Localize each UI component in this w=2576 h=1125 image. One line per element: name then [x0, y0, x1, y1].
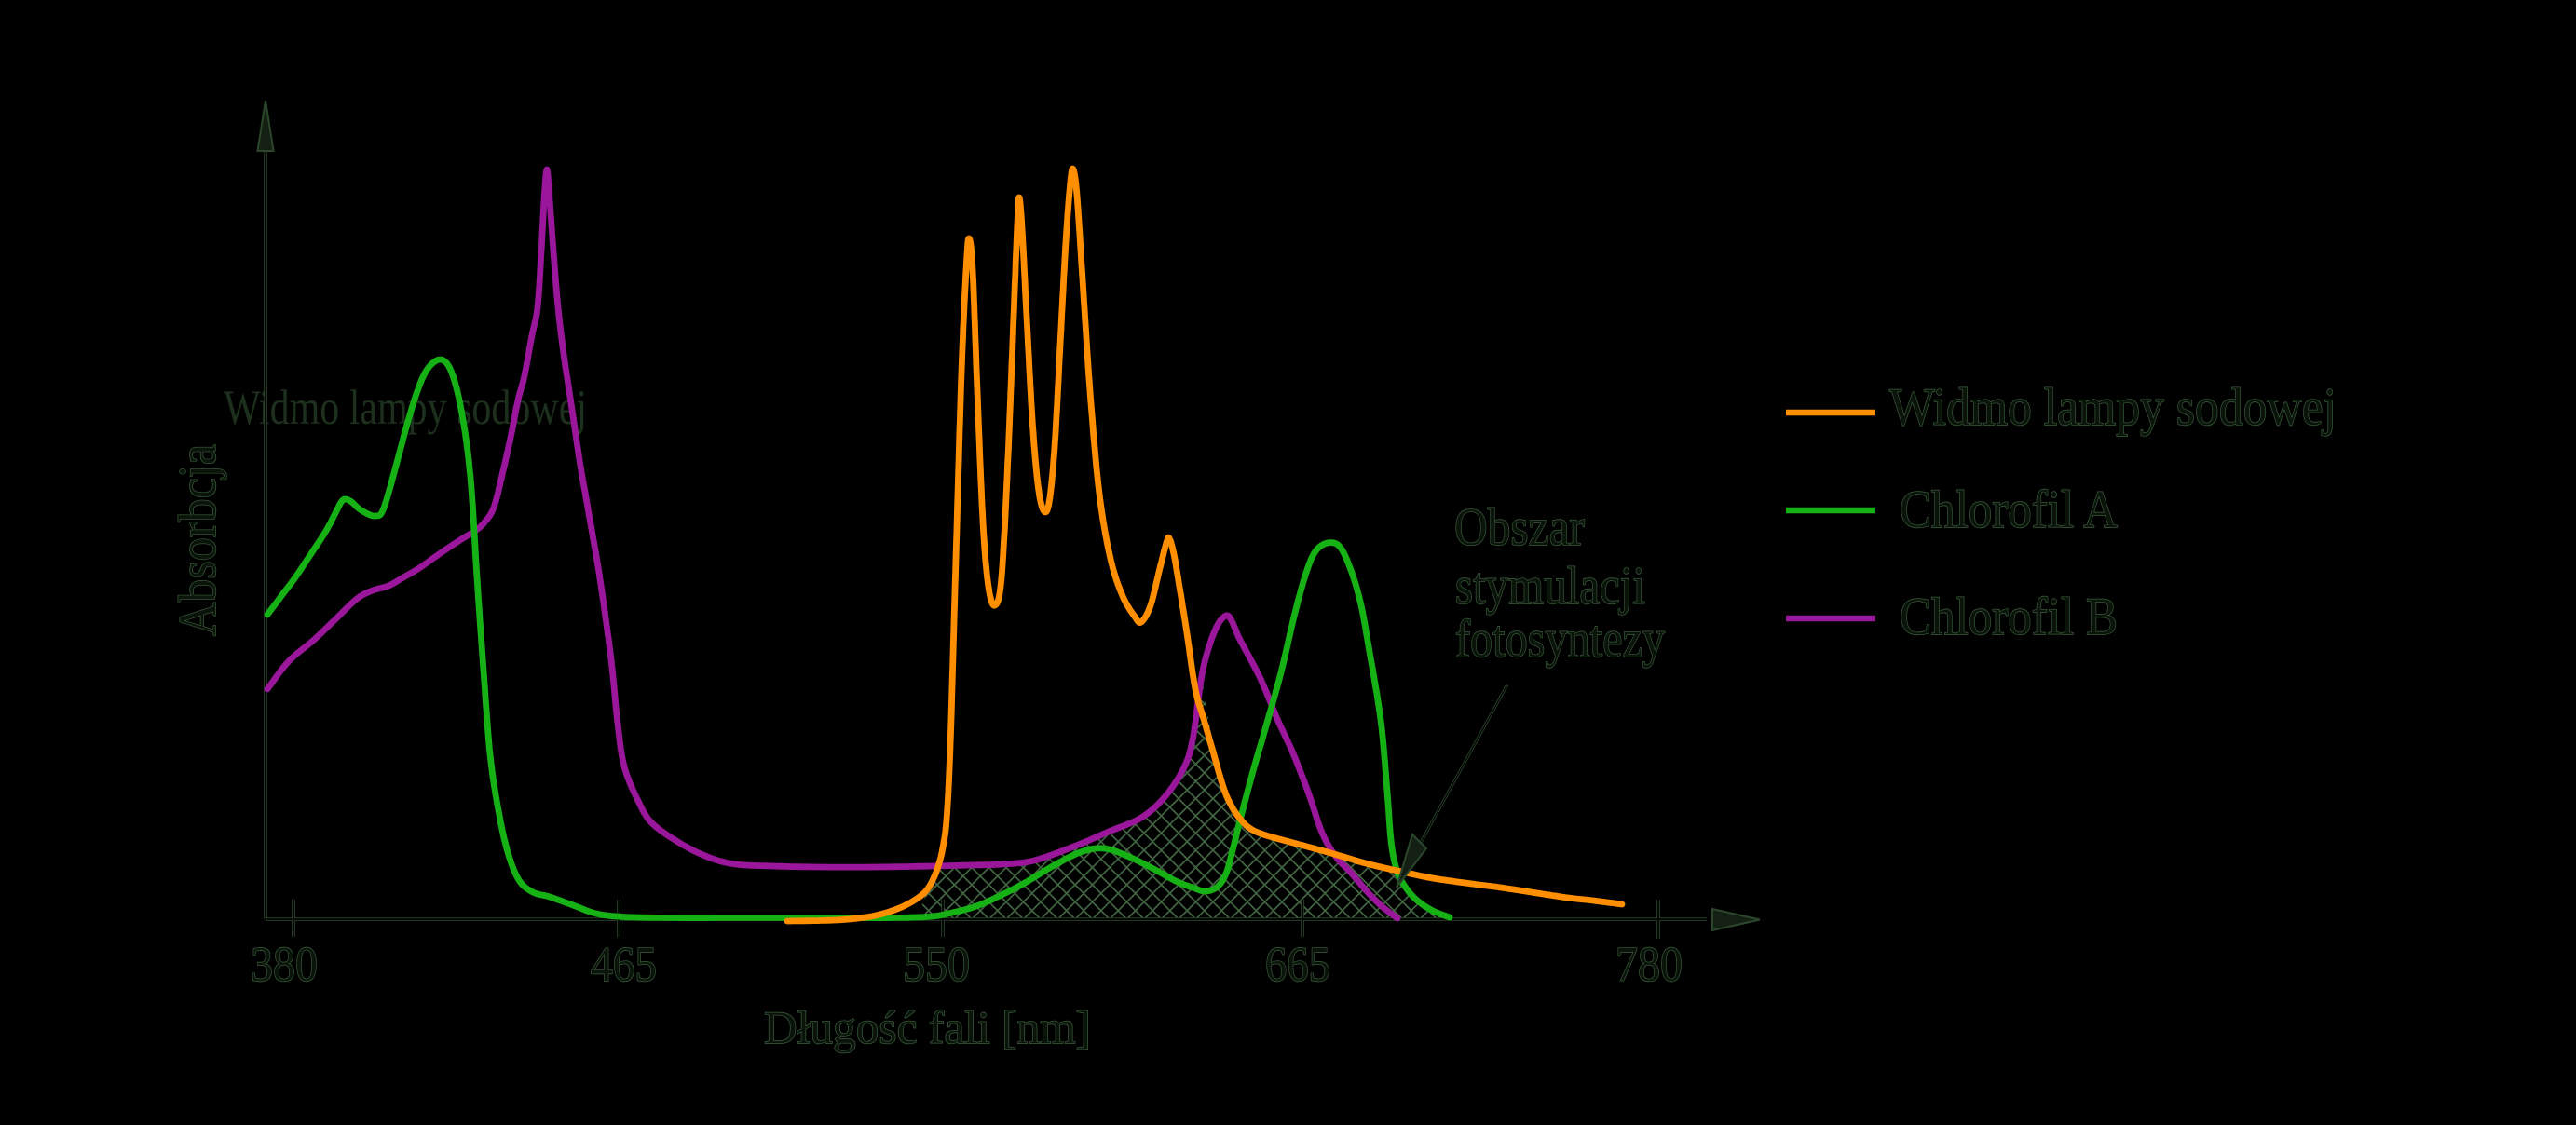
svg-text:550: 550	[903, 938, 970, 992]
svg-text:stymulacji: stymulacji	[1455, 557, 1645, 616]
svg-text:Widmo lampy sodowej: Widmo lampy sodowej	[1889, 378, 2337, 437]
svg-text:380: 380	[251, 938, 318, 992]
svg-text:465: 465	[591, 938, 657, 992]
svg-text:665: 665	[1265, 938, 1330, 992]
svg-text:780: 780	[1615, 938, 1683, 992]
svg-text:fotosyntezy: fotosyntezy	[1455, 610, 1665, 669]
svg-text:Absorbcja: Absorbcja	[169, 444, 227, 636]
svg-text:Chlorofil A: Chlorofil A	[1900, 481, 2118, 539]
svg-text:Obszar: Obszar	[1454, 498, 1585, 557]
svg-text:Chlorofil B: Chlorofil B	[1900, 588, 2118, 646]
svg-text:Długość fali [nm]: Długość fali [nm]	[764, 1001, 1091, 1053]
